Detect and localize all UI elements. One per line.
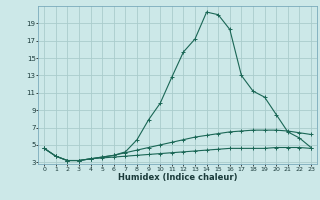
X-axis label: Humidex (Indice chaleur): Humidex (Indice chaleur) [118, 173, 237, 182]
